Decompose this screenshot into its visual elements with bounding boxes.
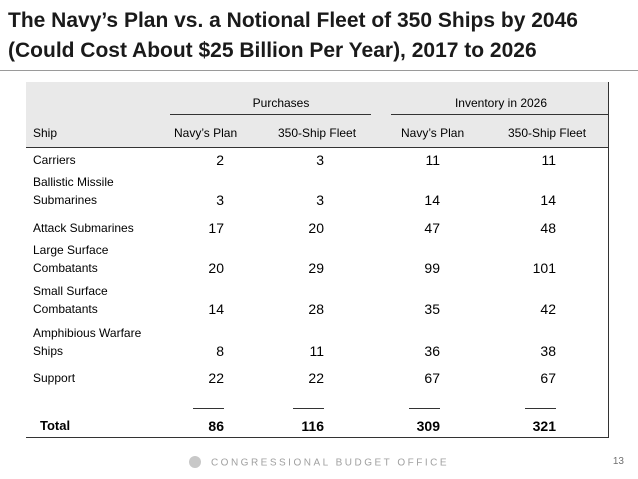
group-rule-inventory [391,114,608,115]
sum-rule-inventory-navy [409,408,440,409]
title-divider [0,70,638,71]
table-row: Ballistic Missile Submarines 3 3 14 14 [26,175,608,209]
total-inventory-navy: 309 [416,418,440,434]
page-number: 13 [612,456,624,467]
column-header-ship: Ship [33,126,58,140]
total-row: Total 86 116 309 321 [26,416,608,435]
table-row: Amphibious Warfare Ships 8 11 36 38 [26,324,608,360]
cell-inventory-navy: 35 [424,301,440,317]
total-purchases-navy: 86 [208,418,224,434]
row-label-line-2: Ships [33,344,64,358]
cell-purchases-navy: 2 [216,152,224,168]
table-row: Large Surface Combatants 20 29 99 101 [26,243,608,277]
cell-purchases-350: 29 [308,260,324,276]
header-rule [26,147,608,148]
row-label: Support [33,371,76,385]
cell-inventory-350: 48 [540,220,556,236]
table-row: Support 22 22 67 67 [26,368,608,387]
cell-inventory-350: 67 [540,370,556,386]
group-header-inventory: Inventory in 2026 [454,96,548,110]
cell-inventory-navy: 47 [424,220,440,236]
sum-rule-purchases-350 [293,408,324,409]
cell-inventory-navy: 67 [424,370,440,386]
cell-purchases-350: 3 [316,192,324,208]
row-label-line-2: Combatants [33,261,98,275]
cell-purchases-navy: 3 [216,192,224,208]
cell-inventory-350: 11 [541,152,556,168]
row-label: Attack Submarines [33,221,134,235]
table-header [26,82,608,148]
cell-inventory-350: 42 [540,301,556,317]
cbo-logo-icon [188,456,201,468]
cell-purchases-navy: 22 [208,370,224,386]
cell-purchases-350: 20 [308,220,324,236]
cell-inventory-350: 14 [540,192,556,208]
cell-purchases-navy: 14 [208,301,224,317]
row-label: Large Surface Combatants [33,241,108,277]
cell-purchases-navy: 17 [208,220,224,236]
total-label: Total [40,418,71,433]
column-header-inventory-navy: Navy’s Plan [401,126,465,140]
table-row: Carriers 2 3 11 11 [26,150,608,169]
row-label-line-2: Combatants [33,302,98,316]
row-label-line-1: Amphibious Warfare [33,326,142,340]
row-label-line-1: Large Surface [33,243,109,257]
title-line-2: (Could Cost About $25 Billion Per Year),… [8,39,537,62]
cell-inventory-350: 38 [540,343,556,359]
group-header-purchases: Purchases [252,96,310,110]
table-row: Small Surface Combatants 14 28 35 42 [26,284,608,318]
ships-table: Purchases Inventory in 2026 Ship Navy’s … [26,82,609,438]
total-purchases-350: 116 [301,418,324,434]
row-label-line-2: Submarines [33,193,98,207]
cell-purchases-navy: 8 [216,343,224,359]
cell-purchases-350: 11 [309,343,324,359]
row-label: Small Surface Combatants [33,282,108,318]
sum-rule-inventory-350 [525,408,556,409]
sum-rule-purchases-navy [193,408,224,409]
cell-inventory-navy: 36 [424,343,440,359]
column-header-purchases-navy: Navy’s Plan [174,126,238,140]
footer-org: CONGRESSIONAL BUDGET OFFICE [210,457,450,469]
title-line-1: The Navy’s Plan vs. a Notional Fleet of … [8,9,578,32]
column-header-purchases-350: 350-Ship Fleet [278,126,357,140]
column-header-inventory-350: 350-Ship Fleet [508,126,587,140]
cell-purchases-350: 3 [316,152,324,168]
slide-title: The Navy’s Plan vs. a Notional Fleet of … [8,6,628,66]
footer: CONGRESSIONAL BUDGET OFFICE [0,456,638,469]
row-label-line-1: Ballistic Missile [33,175,114,189]
total-inventory-350: 321 [532,418,556,434]
cell-inventory-navy: 14 [424,192,440,208]
cell-inventory-navy: 99 [424,260,440,276]
cell-purchases-350: 22 [308,370,324,386]
row-label-line-1: Small Surface [33,284,108,298]
row-label: Ballistic Missile Submarines [33,173,114,209]
row-label: Carriers [33,153,76,167]
cell-purchases-350: 28 [308,301,324,317]
group-rule-purchases [170,114,371,115]
cell-inventory-350: 101 [532,260,556,276]
row-label: Amphibious Warfare Ships [33,324,141,360]
table-row: Attack Submarines 17 20 47 48 [26,218,608,237]
cell-inventory-navy: 11 [425,152,440,168]
cell-purchases-navy: 20 [208,260,224,276]
